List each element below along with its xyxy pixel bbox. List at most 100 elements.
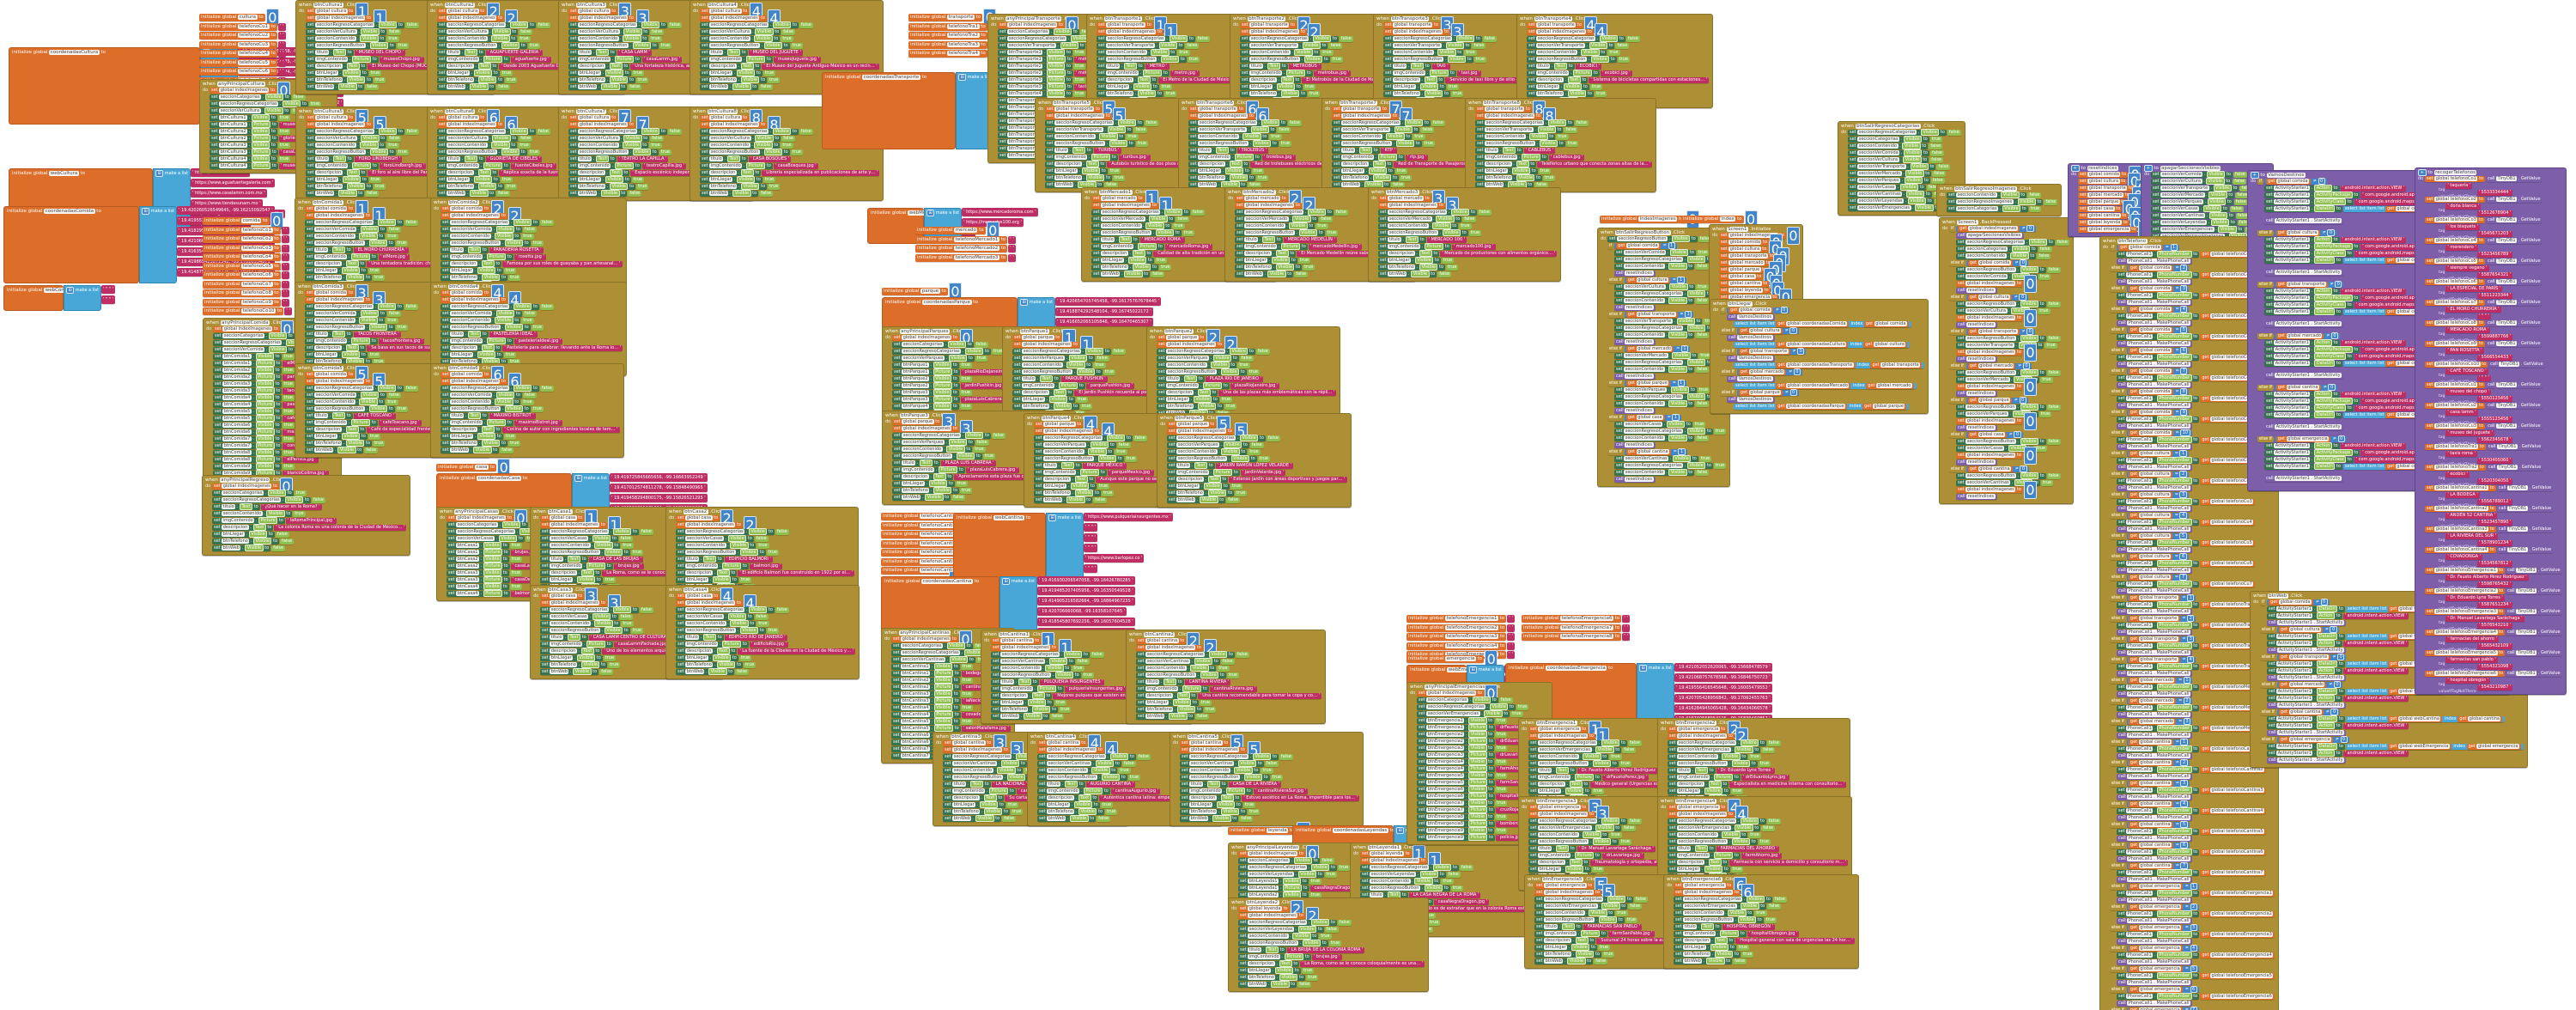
field-chip[interactable]: seccionContenido xyxy=(1965,253,2007,259)
field-chip[interactable]: global cultura xyxy=(578,115,611,120)
block-row[interactable]: call apagarSeccionesVisibles xyxy=(1956,233,2070,239)
logic-block[interactable]: false xyxy=(536,22,550,28)
field-chip[interactable]: btnLlegar xyxy=(1677,788,1701,794)
dropdown-chip[interactable]: Visible xyxy=(1216,801,1236,808)
set-property-block[interactable]: set seccionVerParques . Visible to xyxy=(1034,441,1116,448)
compare-block[interactable]: get global comida = 4 xyxy=(2126,306,2190,313)
block-row[interactable]: set imgContenido . Picture to ' pulqueria… xyxy=(991,685,1189,692)
init-global-block[interactable]: initialize global comida to xyxy=(203,217,270,225)
field-chip[interactable]: global cultura xyxy=(1874,342,1906,347)
set-property-block[interactable]: set titulo . Text to xyxy=(943,781,991,788)
text-string-block[interactable]: ' balmori.jpg ' xyxy=(749,563,783,569)
field-chip[interactable]: seccionRegresoCategorias xyxy=(447,22,507,27)
text-string-block[interactable]: ' 19.419725845665656, -99.16663952249 ' xyxy=(610,473,708,482)
field-chip[interactable]: telefonoCo7 xyxy=(241,281,273,287)
block-row[interactable]: set btnComida6 . Visible to true xyxy=(213,422,338,429)
logic-block[interactable]: false xyxy=(1255,349,1270,355)
set-property-block[interactable]: set imgContenido . Picture to xyxy=(700,56,773,63)
text-string-block[interactable]: ' PULQUERÍA INSURGENTES ' xyxy=(1039,679,1105,685)
field-chip[interactable]: imgContenido xyxy=(315,163,349,168)
field-chip[interactable]: imgContenido xyxy=(1536,70,1570,76)
logic-block[interactable]: false xyxy=(1195,714,1210,720)
block-row[interactable]: set seccionVerComida . Visible to false xyxy=(1848,149,1962,156)
dropdown-chip[interactable]: Visible xyxy=(1053,28,1072,35)
dropdown-chip[interactable]: Visible xyxy=(1047,76,1066,83)
set-global-block[interactable]: set global parque to xyxy=(892,419,942,425)
set-global-block[interactable]: set global emergencia to xyxy=(1534,883,1595,889)
dropdown-chip[interactable]: Picture xyxy=(1084,788,1103,794)
field-chip[interactable]: seccionVerCasas xyxy=(550,614,589,619)
get-global-block[interactable]: get global cultura xyxy=(1625,277,1671,283)
dropdown-chip[interactable]: Visible xyxy=(347,183,366,190)
set-property-block[interactable]: set seccionRegresoCategorias . Visible t… xyxy=(1614,428,1713,435)
text-string-block[interactable]: ' MERCADO 100 ' xyxy=(1426,237,1467,243)
field-chip[interactable]: imgContenido xyxy=(1189,788,1223,794)
block-row[interactable]: set seccionRegresoCategorias . Visible t… xyxy=(568,21,749,28)
number-chip[interactable]: 8 xyxy=(2180,388,2188,395)
field-chip[interactable]: global indexImagenes xyxy=(1248,851,1298,856)
field-chip[interactable]: seccionContenido xyxy=(314,399,355,405)
dropdown-chip[interactable]: Visible xyxy=(948,355,968,362)
if-block[interactable]: else if xyxy=(1949,260,1965,266)
text-string-block[interactable]: ' trolebus.jpg ' xyxy=(1261,155,1297,161)
field-chip[interactable]: imgContenido xyxy=(578,57,611,62)
text-string-block[interactable]: ' jardinPushkin.jpg ' xyxy=(960,383,1006,389)
field-chip[interactable]: imgContenido xyxy=(447,163,480,168)
field-chip[interactable]: descripcion xyxy=(578,170,605,175)
field-chip[interactable]: btnParque5 xyxy=(1174,416,1205,421)
dropdown-chip[interactable]: Visible xyxy=(2020,335,2039,342)
set-property-block[interactable]: set seccionRegresoCategorias . Visible t… xyxy=(437,128,536,135)
logic-block[interactable]: false xyxy=(1337,920,1352,926)
block-row[interactable]: set seccionRegresoCategorias . Visible t… xyxy=(305,303,488,310)
dropdown-chip[interactable]: Picture xyxy=(1281,243,1301,250)
block-row[interactable]: set imgContenido . Picture to ' ecobici.j… xyxy=(1527,70,1710,76)
field-chip[interactable]: global parque xyxy=(1978,398,2011,403)
block-row[interactable]: set btnCantina3 . Visible to true xyxy=(891,691,1012,697)
dropdown-chip[interactable]: Visible xyxy=(1224,167,1244,174)
set-property-block[interactable]: set btnWeb . Visible to xyxy=(991,713,1050,720)
logic-block[interactable]: false xyxy=(1930,178,1945,184)
field-chip[interactable]: global coordenadasComida xyxy=(1786,321,1848,326)
set-global-block[interactable]: set global indexImagenes to xyxy=(1188,113,1255,119)
field-chip[interactable]: global cantina xyxy=(1000,638,1034,643)
field-chip[interactable]: VamosDestinos xyxy=(1737,314,1773,319)
text-string-block[interactable]: ' MUSEO DEL CHOPO ' xyxy=(354,50,405,56)
set-property-block[interactable]: set seccionRegresoCategorias . Visible t… xyxy=(568,128,667,135)
set-property-block[interactable]: set imgContenido . Picture to xyxy=(306,56,379,63)
block-row[interactable]: call PhoneCall1 . MakePhoneCall xyxy=(2117,485,2275,491)
col-cluster[interactable]: initialize global index to 0 xyxy=(1681,210,1758,228)
set-property-block[interactable]: set seccionRegresoCategorias . Visible t… xyxy=(1668,739,1766,746)
dropdown-chip[interactable]: Visible xyxy=(470,190,489,197)
dropdown-chip[interactable]: Visible xyxy=(1239,435,1259,441)
logic-block[interactable]: false xyxy=(1437,271,1452,277)
call-procedure-block[interactable]: call resetIndices xyxy=(1956,459,1997,465)
text-string-block[interactable]: ' plazaLuisCabrera.jpg ' xyxy=(960,397,1014,403)
dropdown-chip[interactable]: Visible xyxy=(1601,818,1620,824)
set-property-block[interactable]: set titulo . Text to xyxy=(1034,462,1082,469)
dropdown-chip[interactable]: Text xyxy=(1267,63,1281,70)
block-row[interactable]: else if get global cultura = 3 xyxy=(2110,491,2275,498)
set-property-block[interactable]: set btnTelefono . Visible to xyxy=(1157,403,1224,410)
dropdown-chip[interactable]: Visible xyxy=(1081,167,1101,174)
block-row[interactable]: set seccionRegresoCategorias . Visible t… xyxy=(1668,818,1849,824)
set-property-block[interactable]: set titulo . Text to xyxy=(676,634,724,641)
block-row[interactable]: if get global indexImagenes ≠ 0 xyxy=(1949,225,2070,232)
logic-block[interactable]: false xyxy=(1339,36,1353,42)
block-row[interactable]: set seccionRegresoCategorias . Visible t… xyxy=(700,21,880,28)
call-procedure-block[interactable]: call resetIndices xyxy=(1956,288,1997,294)
field-chip[interactable]: descripcion xyxy=(1198,161,1225,167)
dropdown-chip[interactable]: Visible xyxy=(1076,368,1096,375)
set-global-block[interactable]: set global cultura to xyxy=(568,115,618,121)
field-chip[interactable]: titulo xyxy=(314,413,329,418)
text-string-block[interactable]: ' Librería especializada en publicacione… xyxy=(762,170,880,176)
dropdown-chip[interactable]: Visible xyxy=(359,399,378,405)
